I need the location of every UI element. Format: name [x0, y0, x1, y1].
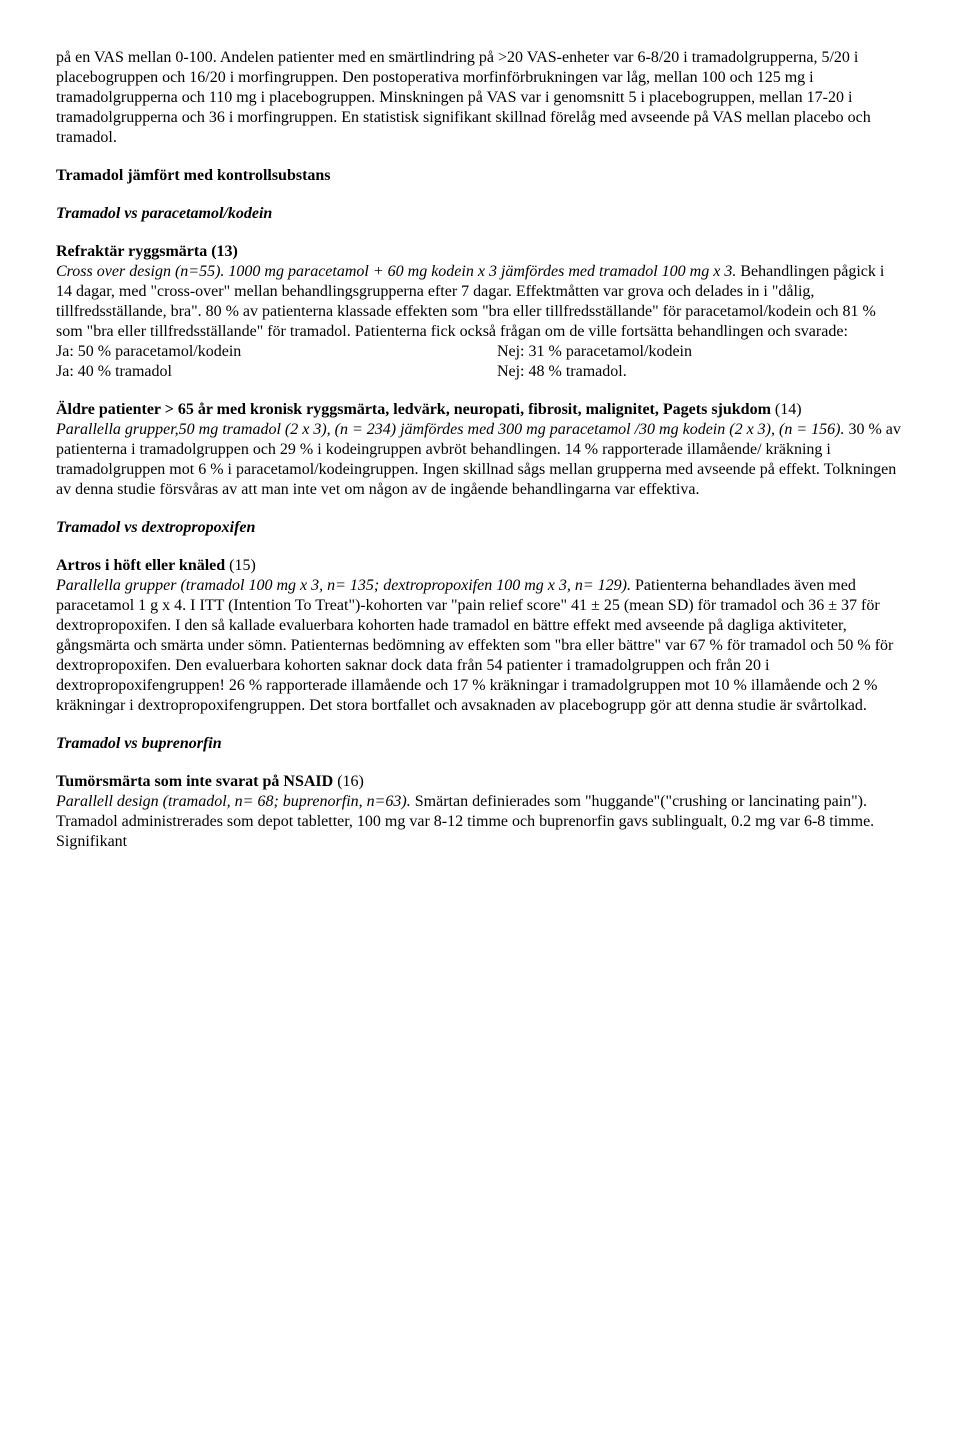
- subheading-buprenorfin: Tramadol vs buprenorfin: [56, 734, 904, 754]
- paragraph-intro: på en VAS mellan 0-100. Andelen patiente…: [56, 48, 904, 148]
- section-tumor-pain: Tumörsmärta som inte svarat på NSAID (16…: [56, 772, 904, 852]
- result-yes-paracetamol: Ja: 50 % paracetamol/kodein: [56, 342, 497, 362]
- result-row: Ja: 50 % paracetamol/kodein Nej: 31 % pa…: [56, 342, 904, 362]
- reference-number: (16): [337, 773, 364, 790]
- section-title: Tumörsmärta som inte svarat på NSAID: [56, 773, 337, 790]
- subheading-dextropropoxifen: Tramadol vs dextropropoxifen: [56, 518, 904, 538]
- study-design: Parallell design (tramadol, n= 68; bupre…: [56, 793, 415, 810]
- study-design: Parallella grupper,50 mg tramadol (2 x 3…: [56, 421, 848, 438]
- study-design: Parallella grupper (tramadol 100 mg x 3,…: [56, 577, 635, 594]
- study-design: Cross over design (n=55). 1000 mg parace…: [56, 263, 740, 280]
- result-no-tramadol: Nej: 48 % tramadol.: [497, 362, 904, 382]
- section-refractory-back-pain: Refraktär ryggsmärta (13) Cross over des…: [56, 242, 904, 382]
- reference-number: (15): [229, 557, 256, 574]
- reference-number: (14): [775, 401, 802, 418]
- section-title: Äldre patienter > 65 år med kronisk rygg…: [56, 401, 775, 418]
- section-title: Artros i höft eller knäled: [56, 557, 229, 574]
- result-row: Ja: 40 % tramadol Nej: 48 % tramadol.: [56, 362, 904, 382]
- subheading-paracetamol-kodein: Tramadol vs paracetamol/kodein: [56, 204, 904, 224]
- section-elderly-patients: Äldre patienter > 65 år med kronisk rygg…: [56, 400, 904, 500]
- section-title: Refraktär ryggsmärta (13): [56, 243, 238, 260]
- result-yes-tramadol: Ja: 40 % tramadol: [56, 362, 497, 382]
- result-no-paracetamol: Nej: 31 % paracetamol/kodein: [497, 342, 904, 362]
- heading-comparison: Tramadol jämfört med kontrollsubstans: [56, 166, 904, 186]
- section-arthrosis: Artros i höft eller knäled (15) Parallel…: [56, 556, 904, 716]
- section-body: Patienterna behandlades även med paracet…: [56, 577, 893, 714]
